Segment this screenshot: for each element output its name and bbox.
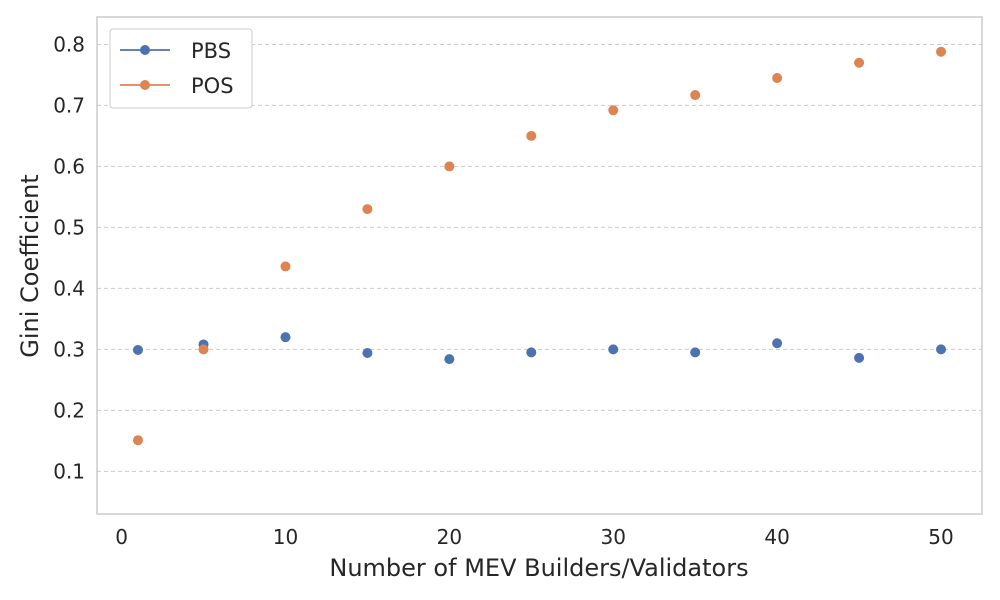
data-point-pos (444, 161, 455, 172)
data-point-pbs (690, 347, 701, 358)
data-point-pos (936, 46, 947, 57)
legend-entry-pos: POS (120, 74, 234, 98)
y-tick-labels: 0.1 0.2 0.3 0.4 0.5 0.6 0.7 0.8 (53, 32, 85, 483)
legend-label-pos: POS (191, 74, 234, 98)
y-tick-label: 0.6 (53, 154, 85, 178)
legend-entry-pbs: PBS (120, 39, 231, 63)
data-point-pos (280, 261, 291, 272)
y-tick-label: 0.4 (53, 276, 85, 300)
data-points (132, 46, 947, 446)
data-point-pbs (772, 338, 783, 349)
x-tick-label: 40 (764, 525, 789, 549)
data-point-pos (526, 130, 537, 141)
legend: PBS POS (109, 28, 253, 109)
data-point-pos (608, 105, 619, 116)
data-point-pos (362, 204, 373, 215)
y-tick-label: 0.5 (53, 215, 85, 239)
data-point-pbs (608, 344, 619, 355)
x-tick-label: 0 (115, 525, 128, 549)
data-point-pos (772, 72, 783, 83)
x-axis-title: Number of MEV Builders/Validators (329, 554, 748, 582)
y-tick-label: 0.2 (53, 398, 85, 422)
data-point-pos (690, 90, 701, 101)
x-tick-label: 50 (928, 525, 953, 549)
y-tick-label: 0.3 (53, 337, 85, 361)
y-tick-label: 0.7 (53, 93, 85, 117)
data-point-pbs (526, 347, 537, 358)
legend-marker-pbs (140, 45, 150, 55)
data-point-pbs (132, 344, 143, 355)
legend-marker-pos (140, 80, 150, 90)
data-point-pos (132, 435, 143, 446)
legend-label-pbs: PBS (191, 39, 231, 63)
data-point-pos (198, 344, 209, 355)
data-point-pbs (936, 344, 947, 355)
data-point-pbs (444, 354, 455, 365)
data-point-pbs (280, 332, 291, 343)
plot-frame (96, 16, 983, 515)
x-tick-label: 10 (273, 525, 298, 549)
x-tick-label: 20 (437, 525, 462, 549)
data-point-pos (854, 57, 865, 68)
y-axis-title: Gini Coefficient (16, 174, 44, 357)
y-tick-label: 0.1 (53, 459, 85, 483)
data-point-pbs (854, 352, 865, 363)
x-tick-labels: 0 10 20 30 40 50 (115, 525, 954, 549)
data-point-pbs (362, 348, 373, 359)
y-tick-label: 0.8 (53, 32, 85, 56)
x-tick-label: 30 (601, 525, 626, 549)
